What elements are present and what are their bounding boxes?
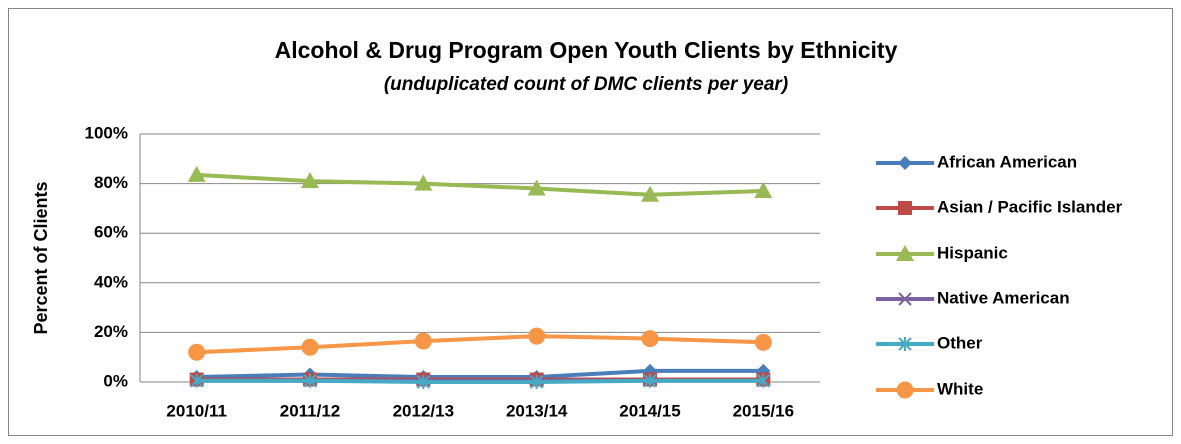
data-point [643, 373, 657, 388]
data-point [303, 373, 317, 388]
data-point [414, 174, 433, 191]
x-tick-label: 2015/16 [733, 401, 794, 420]
legend-marker [898, 337, 912, 351]
y-tick-label: 40% [94, 272, 128, 291]
y-tick-label: 20% [94, 322, 128, 341]
series-line [196, 334, 764, 355]
legend-label: Other [937, 333, 983, 352]
data-point [301, 172, 319, 189]
y-tick-label: 0% [103, 371, 128, 390]
x-tick-label: 2013/14 [506, 401, 568, 420]
y-tick-label: 80% [94, 173, 128, 192]
series-line [196, 172, 764, 197]
chart-title: Alcohol & Drug Program Open Youth Client… [275, 37, 898, 63]
data-point [414, 332, 432, 350]
y-tick-label: 100% [85, 123, 128, 142]
legend-marker [898, 292, 912, 306]
data-point [416, 375, 431, 389]
x-tick-label: 2011/12 [280, 401, 341, 420]
legend-label: Hispanic [937, 243, 1008, 262]
data-point [189, 373, 204, 388]
data-point [754, 333, 772, 351]
legend-label: Asian / Pacific Islander [937, 197, 1123, 216]
legend-label: White [937, 379, 983, 398]
legend-marker [896, 245, 914, 261]
y-tick-label: 60% [94, 223, 128, 242]
data-point [301, 338, 319, 356]
y-axis-label: Percent of Clients [31, 181, 51, 334]
data-point [754, 182, 773, 199]
legend-marker [898, 201, 912, 215]
legend-marker [896, 381, 914, 399]
x-tick-label: 2012/13 [393, 401, 454, 420]
legend-label: Native American [937, 288, 1070, 307]
data-point [529, 375, 544, 389]
data-point [187, 165, 206, 182]
chart-subtitle: (unduplicated count of DMC clients per y… [384, 74, 788, 95]
x-tick-label: 2014/15 [619, 401, 680, 420]
data-point [641, 330, 659, 348]
data-point [641, 185, 659, 202]
data-point [527, 179, 546, 196]
data-point [528, 327, 546, 345]
data-point [756, 373, 771, 388]
legend-label: African American [937, 152, 1077, 171]
x-tick-label: 2010/11 [166, 401, 227, 420]
data-point [188, 343, 206, 361]
legend-marker [898, 156, 912, 170]
series-line [196, 378, 764, 384]
series-line [196, 368, 764, 380]
chart-border [8, 8, 1173, 436]
